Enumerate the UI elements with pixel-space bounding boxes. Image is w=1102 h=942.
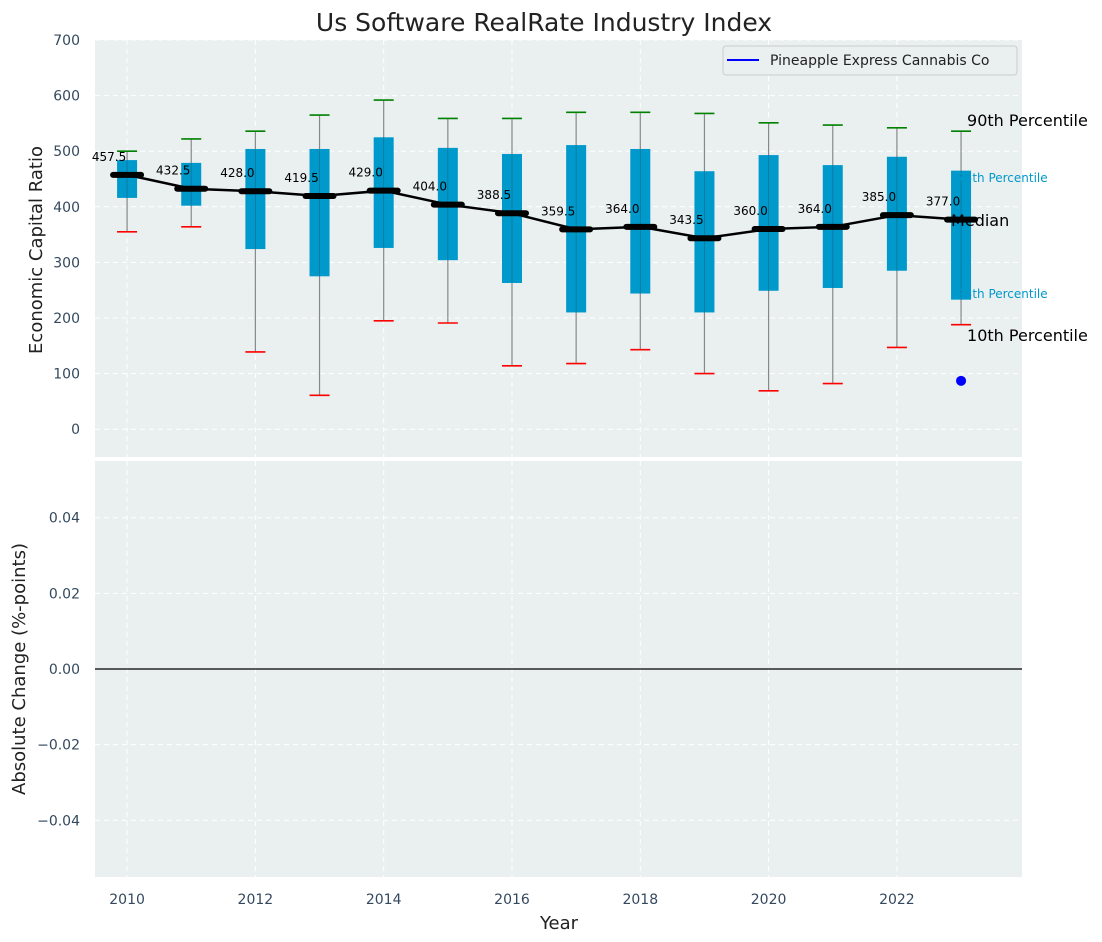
tick-labels: 0 100 200 300 400 500 600 700 0.04 0.02 0.00 −0.02 −… bbox=[37, 33, 915, 908]
top-y-tick-label: 200 bbox=[53, 311, 80, 327]
top-panel-bg bbox=[95, 40, 1022, 457]
median-value-label: 364.0 bbox=[605, 202, 639, 216]
bottom-y-tick-label: 0.02 bbox=[49, 586, 80, 602]
top-y-tick-label: 700 bbox=[53, 33, 80, 49]
median-value-label: 359.5 bbox=[541, 204, 575, 218]
x-tick-label: 2016 bbox=[494, 892, 530, 908]
top-y-tick-label: 0 bbox=[71, 422, 80, 438]
annotation-25th-percentile: 25th Percentile bbox=[957, 287, 1048, 301]
bottom-y-tick-label: −0.02 bbox=[37, 738, 80, 754]
median-value-label: 377.0 bbox=[926, 195, 960, 209]
median-value-label: 343.5 bbox=[669, 213, 703, 227]
x-tick-label: 2022 bbox=[879, 892, 915, 908]
median-value-label: 360.0 bbox=[733, 204, 767, 218]
x-tick-label: 2018 bbox=[622, 892, 658, 908]
x-tick-label: 2010 bbox=[109, 892, 145, 908]
legend-box bbox=[722, 45, 1018, 76]
annotation-10th-percentile: 10th Percentile bbox=[967, 326, 1088, 345]
x-tick-label: 2020 bbox=[751, 892, 787, 908]
top-y-tick-label: 600 bbox=[53, 89, 80, 105]
bottom-y-tick-label: −0.04 bbox=[37, 813, 80, 829]
bottom-y-axis-label: Absolute Change (%-points) bbox=[9, 543, 30, 795]
top-y-tick-label: 300 bbox=[53, 255, 80, 271]
annotation-90th-percentile: 90th Percentile bbox=[967, 111, 1088, 130]
median-value-label: 388.5 bbox=[477, 188, 511, 202]
median-value-label: 457.5 bbox=[92, 150, 126, 164]
top-y-tick-label: 100 bbox=[53, 367, 80, 383]
annotation-median: Median bbox=[951, 211, 1009, 230]
median-value-label: 404.0 bbox=[413, 180, 447, 194]
median-value-label: 364.0 bbox=[798, 202, 832, 216]
median-value-label: 429.0 bbox=[349, 166, 383, 180]
x-tick-label: 2012 bbox=[238, 892, 274, 908]
median-value-label: 428.0 bbox=[220, 166, 254, 180]
bottom-y-tick-label: 0.00 bbox=[49, 662, 80, 678]
top-y-axis-label: Economic Capital Ratio bbox=[26, 146, 47, 354]
median-value-label: 432.5 bbox=[156, 164, 190, 178]
company-data-point bbox=[956, 375, 967, 386]
top-y-tick-label: 400 bbox=[53, 200, 80, 216]
chart-title: Us Software RealRate Industry Index bbox=[316, 8, 772, 37]
x-axis-label: Year bbox=[539, 913, 579, 934]
top-y-tick-label: 500 bbox=[53, 144, 80, 160]
median-value-label: 419.5 bbox=[284, 171, 318, 185]
x-tick-label: 2014 bbox=[366, 892, 402, 908]
annotation-75th-percentile: 75th Percentile bbox=[957, 171, 1048, 185]
legend-label: Pineapple Express Cannabis Co bbox=[770, 53, 989, 69]
bottom-y-tick-label: 0.04 bbox=[49, 511, 80, 527]
median-value-label: 385.0 bbox=[862, 190, 896, 204]
top-panel-marks: 457.5 432.5 428.0 419.5 429.0 404.0 388.5 359.5… bbox=[92, 99, 1088, 397]
legend: Pineapple Express Cannabis Co bbox=[722, 45, 1018, 76]
